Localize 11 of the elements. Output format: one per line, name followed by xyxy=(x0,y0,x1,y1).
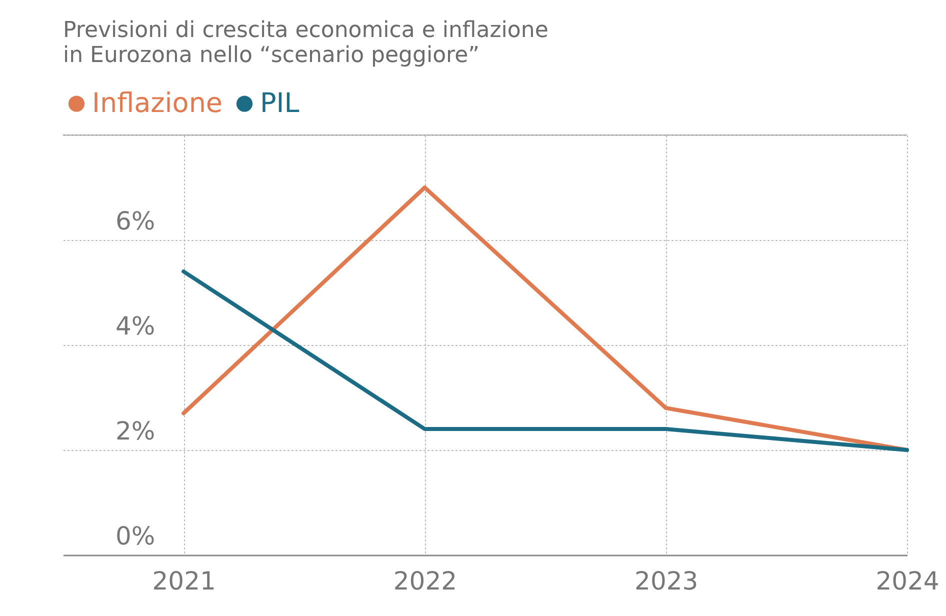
chart-title: Previsioni di crescita economica e inflazione in Eurozona nello “scenario peggiore” xyxy=(63,18,548,68)
x-tick-label: 2023 xyxy=(634,566,698,596)
legend-label: PIL xyxy=(260,88,300,119)
y-tick-label: 0% xyxy=(116,522,156,550)
x-tick-label: 2022 xyxy=(393,566,458,596)
x-tick-label: 2021 xyxy=(152,566,216,596)
x-tick-label: 2024 xyxy=(876,566,940,596)
y-tick-label: 4% xyxy=(116,312,156,340)
legend-label: Inflazione xyxy=(92,88,223,119)
y-tick-label: 6% xyxy=(116,206,156,236)
y-tick-label: 2% xyxy=(116,416,156,446)
